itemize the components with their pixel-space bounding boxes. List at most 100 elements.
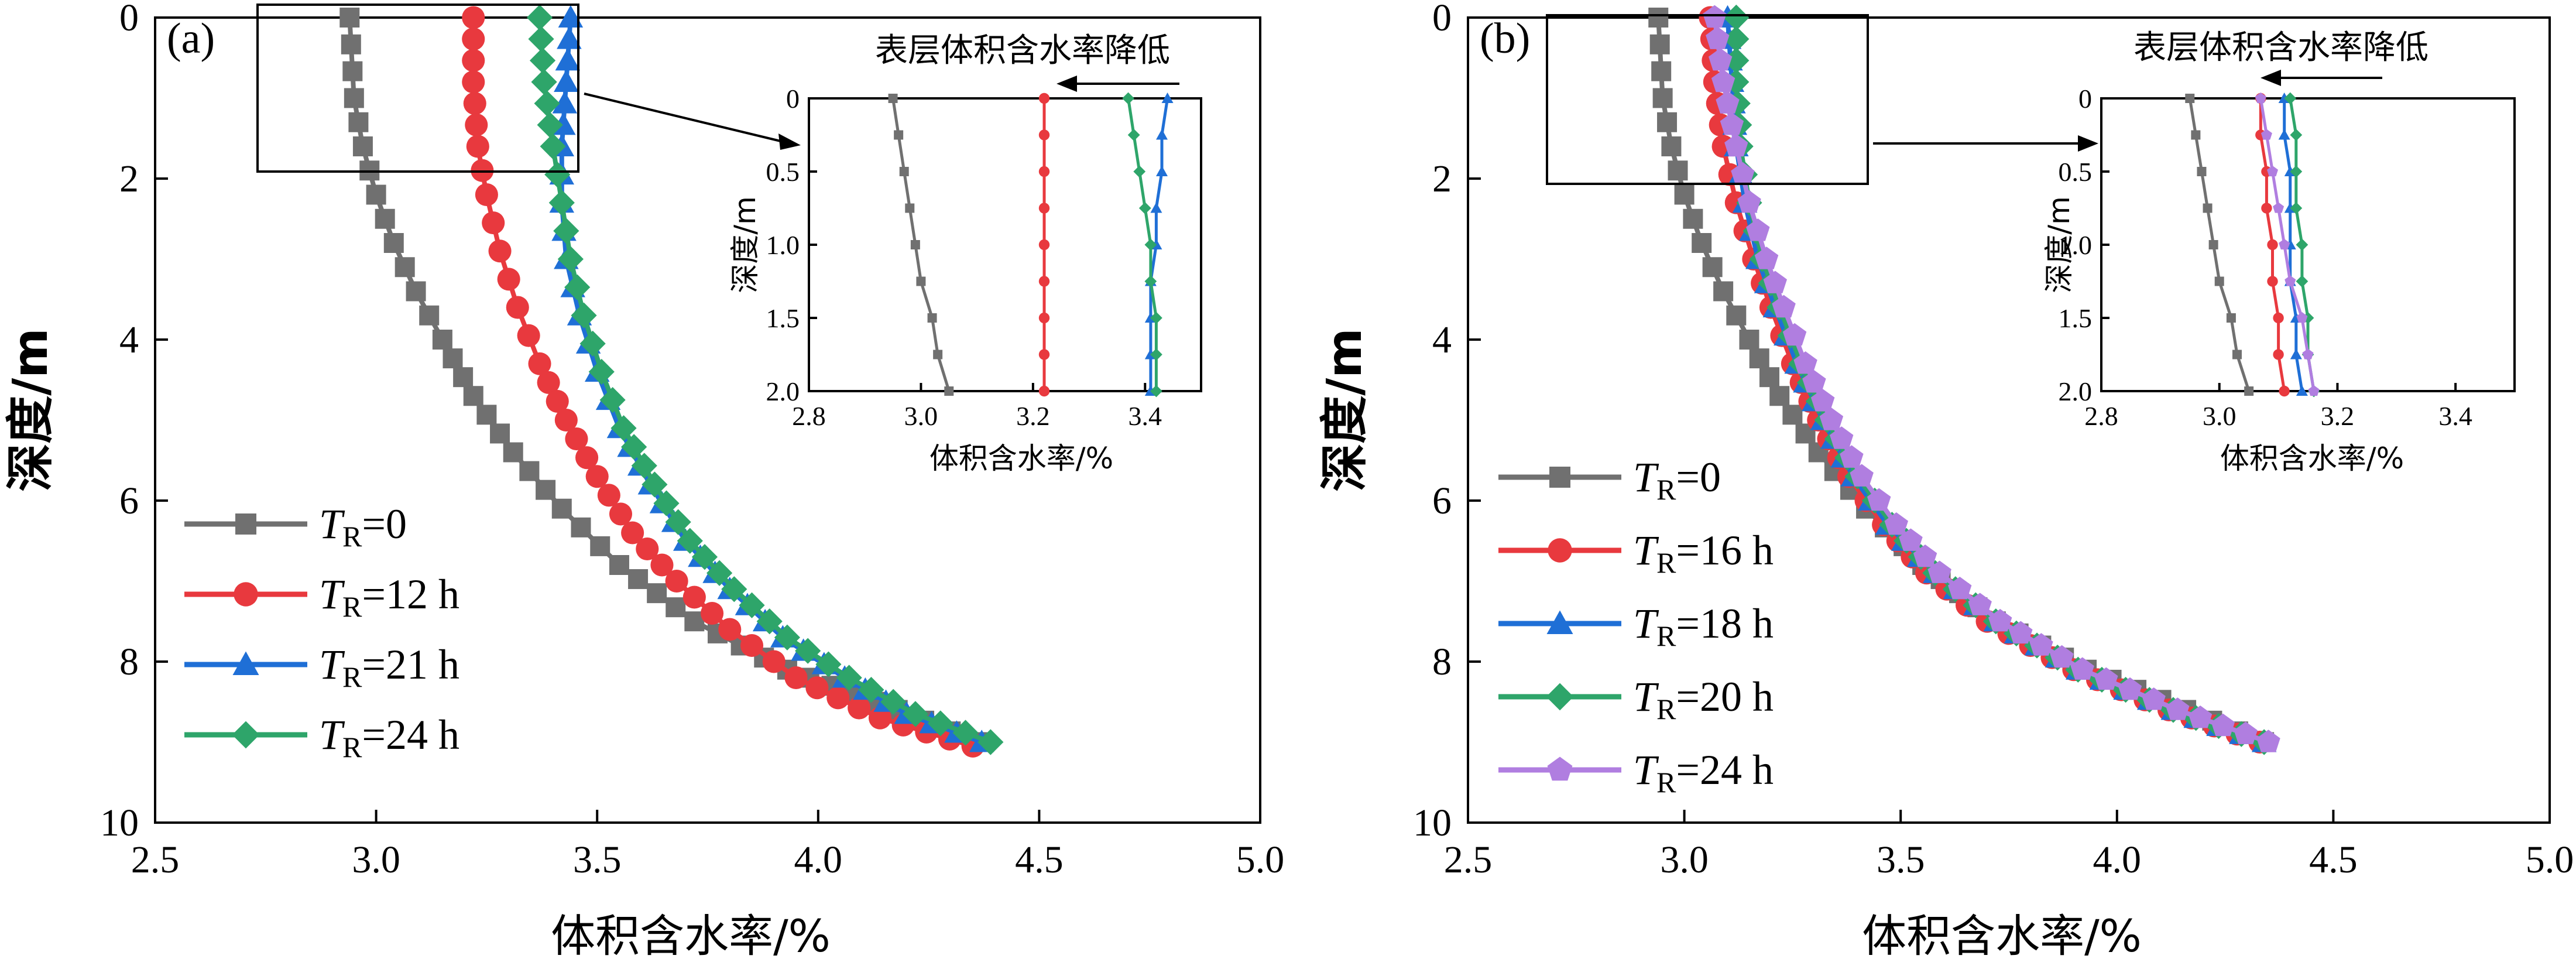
data-point xyxy=(1150,202,1162,213)
data-point xyxy=(631,453,657,479)
data-point xyxy=(2296,312,2308,323)
data-point xyxy=(666,597,686,618)
x-tick-label: 5.0 xyxy=(1236,838,1285,881)
data-point xyxy=(1144,238,1157,251)
data-point xyxy=(432,330,452,350)
data-point xyxy=(1724,133,1748,157)
data-point xyxy=(653,490,680,516)
data-point xyxy=(529,47,556,74)
x-tick-label: 4.0 xyxy=(2093,838,2142,881)
data-point xyxy=(1763,271,1787,293)
data-point xyxy=(665,569,688,593)
legend-marker-1 xyxy=(234,582,258,607)
legend-marker-1 xyxy=(1548,538,1572,563)
data-point xyxy=(805,676,829,700)
x-tick-label: 2.8 xyxy=(792,401,826,431)
data-point xyxy=(588,358,615,385)
x-tick-label: 3.2 xyxy=(2321,401,2355,431)
data-point xyxy=(1713,281,1734,302)
panel-a-ylabel: 深度/m xyxy=(3,328,59,491)
data-point xyxy=(1782,405,1803,425)
data-point xyxy=(2278,129,2290,140)
y-tick-label: 10 xyxy=(100,802,139,844)
data-point xyxy=(546,389,569,413)
data-point xyxy=(642,471,668,498)
panel-b-plot-frame xyxy=(1467,16,2551,824)
x-tick-label: 2.8 xyxy=(2084,401,2118,431)
data-point xyxy=(1731,162,1755,185)
data-point xyxy=(902,701,929,727)
data-point xyxy=(1830,426,1854,449)
data-point xyxy=(2285,275,2296,286)
panel-b-inset-xlabel: 体积含水率/% xyxy=(2220,441,2404,475)
legend-label-0: TR=0 xyxy=(319,501,407,553)
data-point xyxy=(1649,34,1670,54)
data-point xyxy=(557,26,582,49)
y-tick-label: 2.0 xyxy=(766,376,800,406)
data-point xyxy=(977,729,1004,755)
data-point xyxy=(1674,184,1695,205)
data-point xyxy=(443,348,463,369)
data-point xyxy=(665,509,691,535)
data-point xyxy=(610,415,637,441)
data-point xyxy=(916,276,926,286)
series-line-0 xyxy=(891,98,951,392)
y-tick-label: 1.0 xyxy=(2059,230,2093,260)
data-point xyxy=(1038,129,1050,141)
x-tick-label: 3.2 xyxy=(1016,401,1050,431)
data-point xyxy=(565,427,588,451)
y-tick-label: 4 xyxy=(119,319,139,361)
data-point xyxy=(1038,239,1050,251)
data-point xyxy=(571,517,591,537)
y-tick-label: 2 xyxy=(119,157,139,200)
data-point xyxy=(2273,202,2285,213)
legend-label-1: TR=12 h xyxy=(319,571,459,623)
data-point xyxy=(1867,488,1891,511)
legend-marker-2 xyxy=(1546,610,1573,634)
data-point xyxy=(701,601,724,625)
panel-a-plot-frame xyxy=(154,16,1261,824)
data-point xyxy=(1927,560,1951,583)
panel-b-label: (b) xyxy=(1480,15,1530,63)
data-point xyxy=(531,69,557,95)
data-point xyxy=(453,367,474,388)
data-point xyxy=(795,638,821,664)
data-point xyxy=(462,49,485,72)
y-tick-label: 8 xyxy=(119,641,139,683)
panel-a-zoom-box xyxy=(256,4,579,173)
data-point xyxy=(1802,370,1826,393)
data-point xyxy=(944,386,954,396)
panel-b-annotation: 表层体积含水率降低 xyxy=(2133,29,2428,67)
data-point xyxy=(2226,313,2236,323)
y-tick-label: 0 xyxy=(119,0,139,39)
y-tick-label: 0.5 xyxy=(766,157,800,187)
panel-a-legend: TR=0 TR=12 h TR=21 h TR=24 h xyxy=(184,501,459,763)
data-point xyxy=(2267,166,2278,177)
panel-b-legend: TR=0 TR=16 h TR=18 h TR=20 h TR=24 h xyxy=(1498,454,1774,799)
data-point xyxy=(462,70,485,94)
panel-a-annotation: 表层体积含水率降低 xyxy=(875,32,1170,70)
legend-label-4: TR=24 h xyxy=(1633,747,1774,799)
data-point xyxy=(1133,165,1146,178)
data-point xyxy=(548,190,575,216)
data-point xyxy=(564,274,591,300)
data-point xyxy=(419,305,440,326)
y-tick-label: 1.0 xyxy=(766,230,800,260)
data-point xyxy=(1720,112,1744,135)
data-point xyxy=(2273,349,2284,360)
data-point xyxy=(528,26,554,52)
data-point xyxy=(1150,385,1162,398)
data-point xyxy=(1038,312,1050,324)
data-point xyxy=(2290,129,2303,141)
legend-label-3: TR=24 h xyxy=(319,711,459,763)
x-tick-label: 3.0 xyxy=(1660,838,1709,881)
y-tick-label: 0.5 xyxy=(2059,157,2093,187)
legend-label-2: TR=21 h xyxy=(319,641,459,693)
panel-b-series xyxy=(1648,4,2280,755)
data-point xyxy=(650,553,674,577)
data-point xyxy=(517,324,540,347)
data-point xyxy=(1746,218,1770,241)
data-point xyxy=(590,536,610,556)
data-point xyxy=(1156,166,1168,176)
panel-a-series xyxy=(339,4,1004,758)
